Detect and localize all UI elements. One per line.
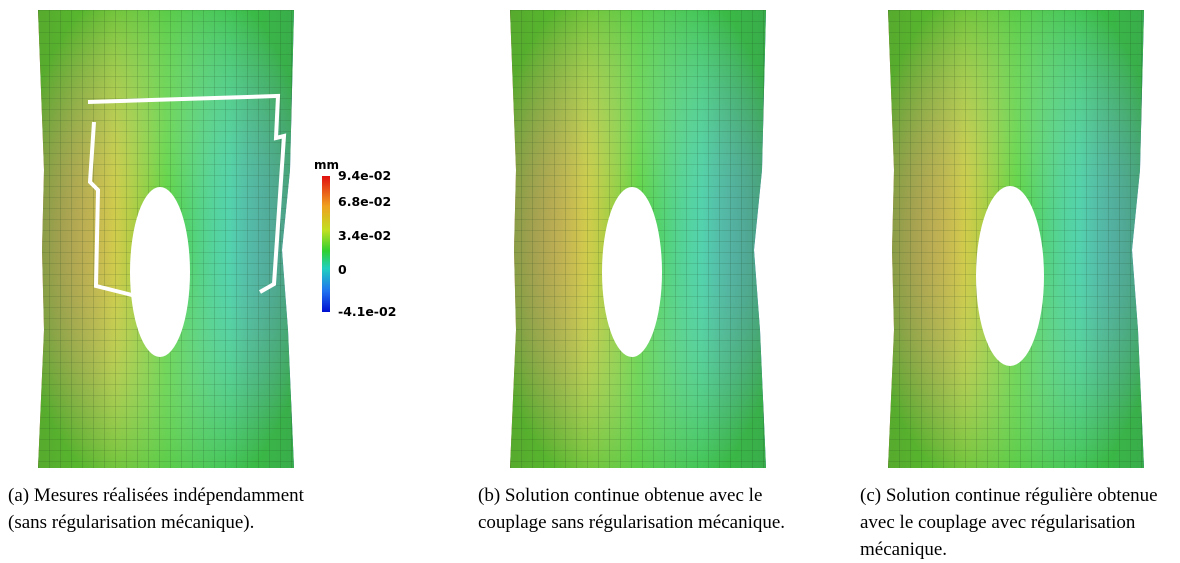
caption-b: (b) Solution continue obtenue avec le co…: [478, 482, 798, 536]
colorbar-unit: mm: [314, 158, 340, 172]
colorbar-tick-3: 3.4e-02: [338, 228, 392, 243]
colorbar-gradient: [322, 176, 330, 312]
mesh-panel-b: [510, 10, 766, 468]
caption-b-text: (b) Solution continue obtenue avec le co…: [478, 485, 786, 533]
colorbar-legend: mm 9.4e-02 6.8e-02 3.4e-02 0 -4.1e-02: [310, 158, 420, 319]
colorbar-tick-max: 9.4e-02: [338, 168, 392, 183]
mesh-panel-c: [888, 10, 1144, 468]
colorbar-tick-min: -4.1e-02: [338, 304, 397, 319]
caption-c: (c) Solution continue régulière obtenue …: [860, 482, 1175, 563]
colorbar-tick-zero: 0: [338, 262, 347, 277]
caption-a: (a) Mesures réalisées indépendamment (sa…: [8, 482, 308, 536]
mesh-panel-a: [38, 10, 294, 468]
colorbar-tick-2: 6.8e-02: [338, 194, 392, 209]
caption-c-text: (c) Solution continue régulière obtenue …: [860, 485, 1158, 560]
caption-a-text: (a) Mesures réalisées indépendamment (sa…: [8, 485, 304, 533]
